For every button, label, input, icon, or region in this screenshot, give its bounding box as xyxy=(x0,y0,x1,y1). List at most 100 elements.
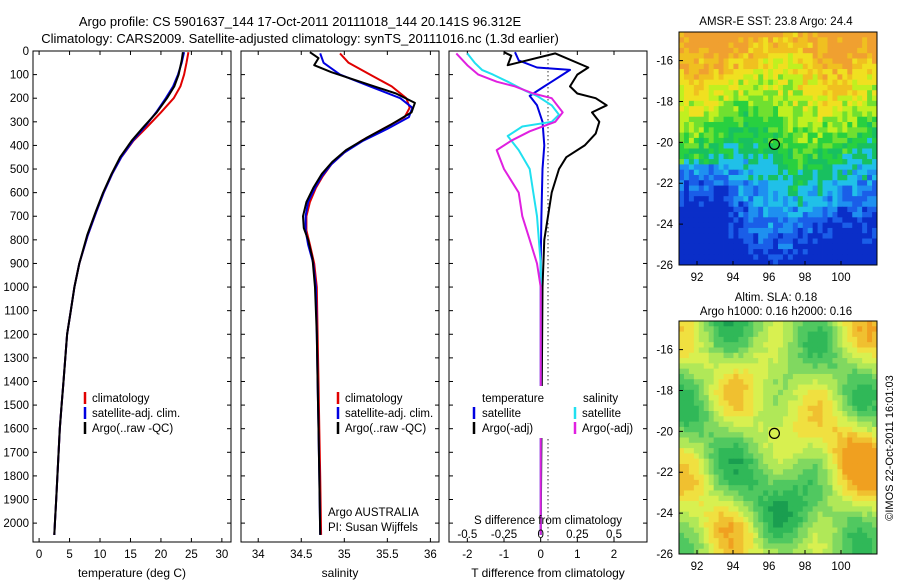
map-cell xyxy=(763,201,769,208)
map-cell xyxy=(748,259,754,266)
map-cell xyxy=(822,37,828,43)
map-cell xyxy=(842,222,848,229)
map-cell xyxy=(708,53,715,59)
map-cell xyxy=(733,47,739,54)
map-cell xyxy=(728,400,734,407)
map-cell xyxy=(708,373,715,380)
map-cell xyxy=(847,47,853,54)
map-cell xyxy=(698,548,705,555)
map-cell xyxy=(807,485,814,491)
map-cell xyxy=(778,389,784,396)
map-cell xyxy=(827,74,833,81)
map-cell xyxy=(713,532,719,539)
map-cell xyxy=(817,448,823,454)
sla-map-frame xyxy=(678,320,878,555)
map-cell xyxy=(827,122,833,128)
map-cell xyxy=(773,212,779,218)
map-cell xyxy=(778,249,784,255)
map-cell xyxy=(842,95,848,102)
map-y-tick-label: -26 xyxy=(656,549,673,561)
map-cell xyxy=(837,259,843,266)
depth-tick-label: 1200 xyxy=(3,329,29,341)
map-cell xyxy=(832,143,838,149)
map-cell xyxy=(688,143,695,149)
map-cell xyxy=(728,490,734,497)
map-cell xyxy=(852,479,858,486)
map-cell xyxy=(842,159,848,165)
map-cell xyxy=(872,384,878,391)
map-cell xyxy=(852,116,858,123)
map-cell xyxy=(822,174,828,181)
map-cell xyxy=(792,63,799,70)
map-cell xyxy=(713,254,719,261)
depth-tick-label: 1600 xyxy=(3,424,29,436)
map-cell xyxy=(758,127,764,134)
map-cell xyxy=(743,63,749,70)
map-cell xyxy=(782,69,789,75)
map-cell xyxy=(688,53,695,59)
map-cell xyxy=(862,358,868,364)
map-cell xyxy=(748,458,754,465)
map-cell xyxy=(792,405,799,412)
map-cell xyxy=(773,342,779,348)
map-cell xyxy=(837,336,843,343)
map-cell xyxy=(773,100,779,107)
map-cell xyxy=(758,143,764,149)
map-cell xyxy=(822,432,828,438)
map-cell xyxy=(842,243,848,250)
map-x-tick-label: 92 xyxy=(691,561,704,573)
map-cell xyxy=(872,326,878,332)
map-cell xyxy=(862,116,868,123)
map-cell xyxy=(738,342,744,348)
principal-investigator-annotation: PI: Susan Wijffels xyxy=(328,522,418,534)
map-cell xyxy=(753,321,759,327)
map-cell xyxy=(822,511,828,518)
map-cell xyxy=(698,421,705,428)
map-cell xyxy=(778,352,784,359)
map-cell xyxy=(698,100,705,107)
map-cell xyxy=(728,69,734,75)
map-cell xyxy=(787,522,794,528)
map-cell xyxy=(852,421,858,428)
map-cell xyxy=(822,426,828,433)
map-y-tick-label: -24 xyxy=(656,508,673,520)
map-cell xyxy=(768,95,774,102)
map-cell xyxy=(738,527,744,534)
map-cell xyxy=(872,379,878,385)
map-cell xyxy=(773,74,779,81)
map-cell xyxy=(832,53,838,59)
map-cell xyxy=(753,479,759,486)
map-cell xyxy=(847,479,853,486)
map-cell xyxy=(812,69,818,75)
map-cell xyxy=(693,190,700,197)
map-cell xyxy=(837,122,843,128)
map-cell xyxy=(827,485,833,491)
map-cell xyxy=(728,153,734,160)
map-cell xyxy=(748,100,754,107)
map-cell xyxy=(862,47,868,54)
map-cell xyxy=(778,212,784,218)
map-cell xyxy=(872,106,878,112)
map-cell xyxy=(778,153,784,160)
map-cell xyxy=(872,321,878,327)
map-cell xyxy=(807,222,814,229)
map-cell xyxy=(807,538,814,544)
map-cell xyxy=(738,395,744,401)
map-cell xyxy=(773,47,779,54)
map-cell xyxy=(857,358,863,364)
map-cell xyxy=(792,90,799,96)
map-cell xyxy=(748,47,754,54)
map-cell xyxy=(842,122,848,128)
map-cell xyxy=(728,127,734,134)
map-cell xyxy=(738,437,744,444)
map-cell xyxy=(703,363,710,370)
map-cell xyxy=(778,169,784,176)
map-cell xyxy=(802,127,809,134)
map-cell xyxy=(807,185,814,192)
map-cell xyxy=(768,522,774,528)
map-cell xyxy=(802,384,809,391)
map-cell xyxy=(693,506,700,513)
map-cell xyxy=(738,164,744,171)
map-cell xyxy=(872,100,878,107)
map-cell xyxy=(723,143,729,149)
